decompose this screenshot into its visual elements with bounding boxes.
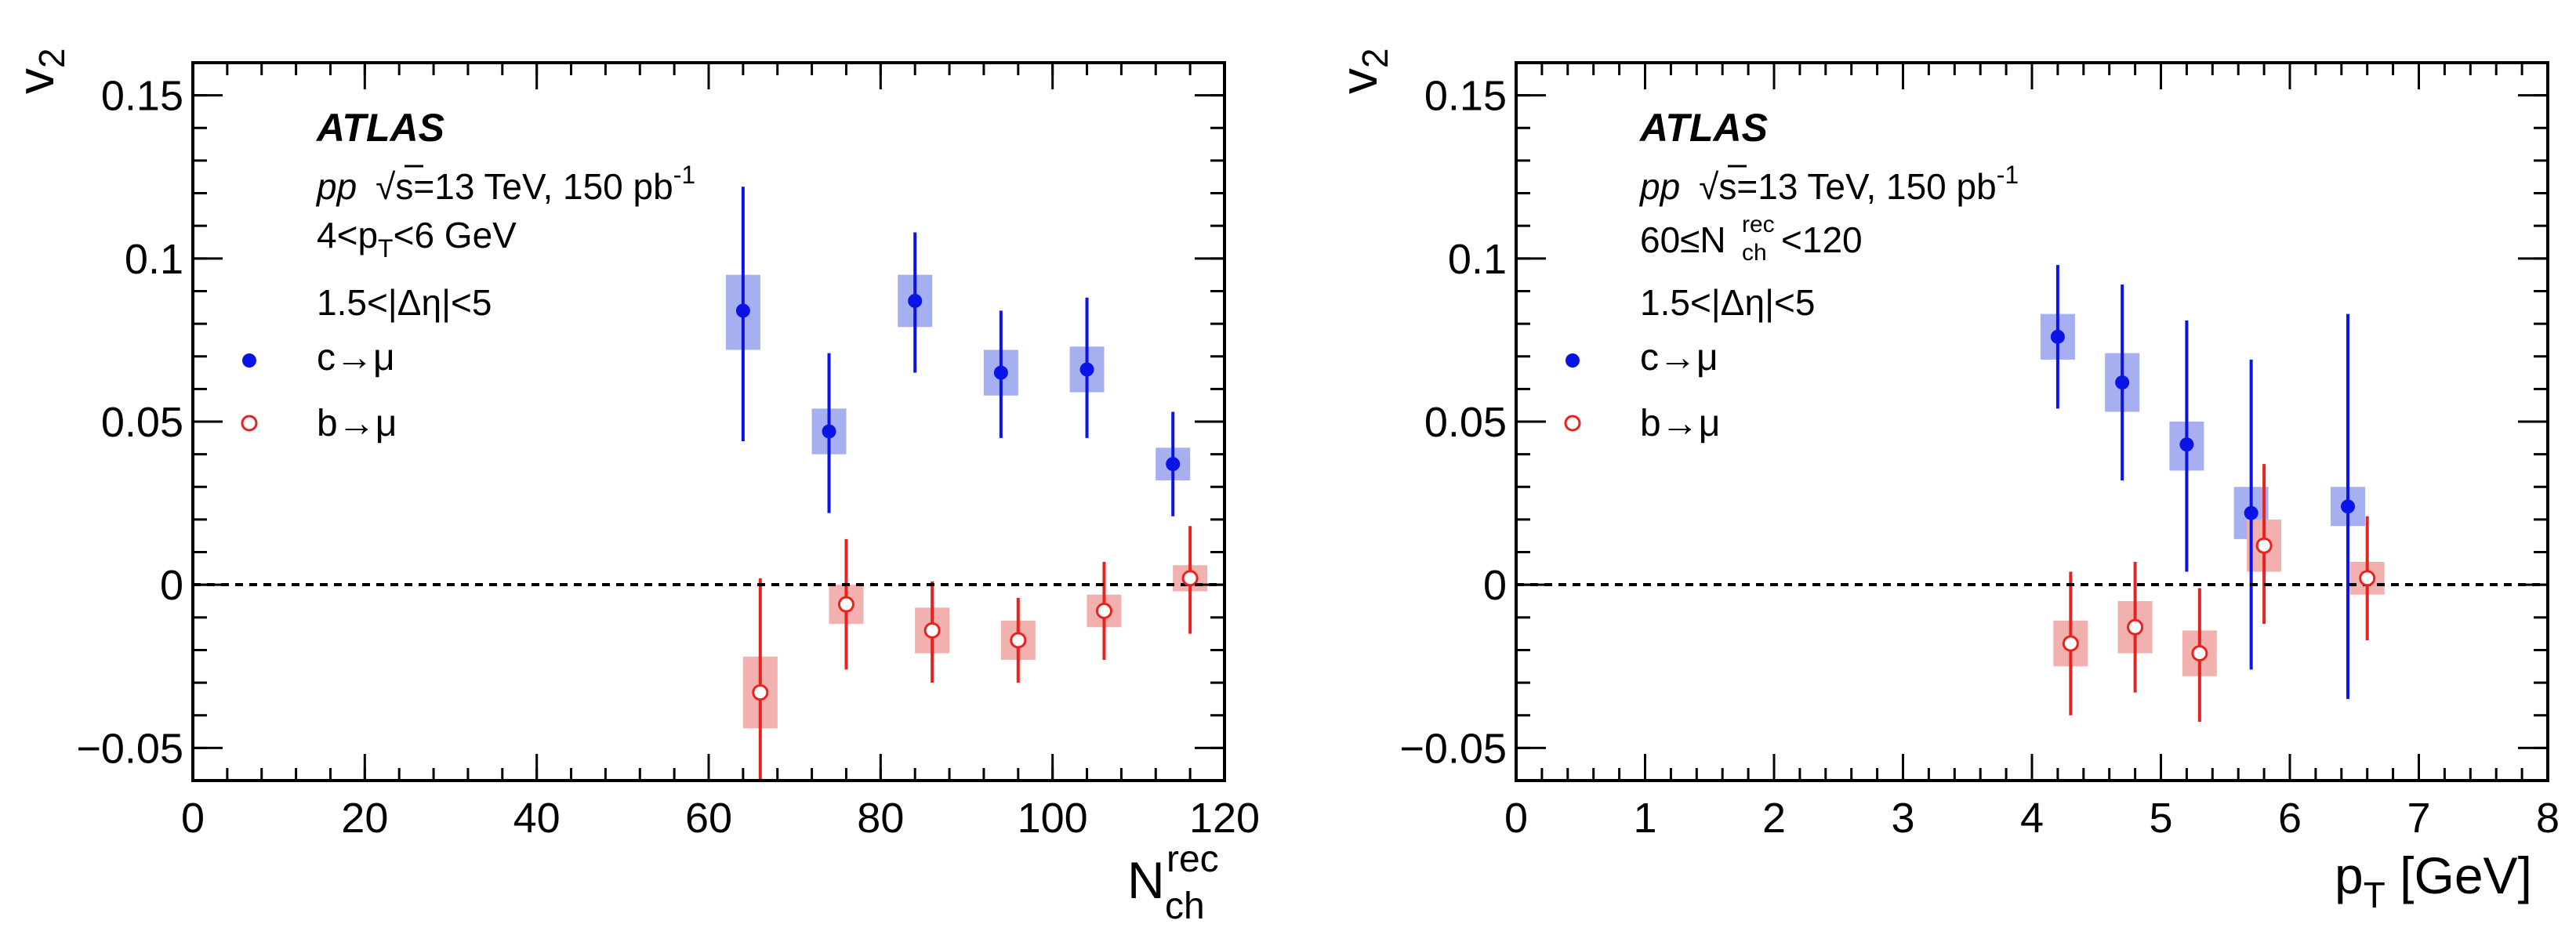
left-c-mu-data-point [908,293,923,308]
left-b-mu-data-point [1181,570,1199,587]
left-b-mu-data-point [752,684,769,701]
right-x-tick-label: 7 [2407,795,2430,842]
left-x-tick-label: 20 [341,795,388,842]
right-plot-panel: 0 1 2 3 4 5 6 7 8 −0.05 0 0.05 0.1 0.15 v2 pT [GeV] A… [1330,48,2560,915]
left-pt-cut-label: 4<pT<6 GeV [317,215,517,263]
left-plot-panel: 0 20 40 60 80 100 120 −0.05 0 0.05 0.1 0.15 v2 N re… [6,48,1260,927]
right-legend-c-marker [1566,353,1580,368]
left-x-axis-label-sup: rec [1166,839,1219,880]
right-b-mu-data-point [2062,635,2079,652]
left-c-mu-data-point [1166,457,1181,472]
left-markers [735,293,1199,701]
right-tick-labels: 0 1 2 3 4 5 6 7 8 −0.05 0 0.05 0.1 0.15 [1399,73,2560,842]
left-deta-cut-label: 1.5<|Δη|<5 [317,282,492,323]
right-energy-label: pp √s=13 TeV, 150 pb-1 [1638,161,2019,207]
right-y-axis-label: v2 [1330,48,1395,94]
right-x-tick-label: 2 [1762,795,1786,842]
right-legend-b-marker [1564,415,1581,432]
right-markers [2050,329,2376,662]
right-x-tick-label: 1 [1633,795,1656,842]
left-error-bars [741,187,1192,781]
right-x-tick-label: 6 [2278,795,2302,842]
right-syst-boxes [2040,313,2385,676]
right-x-tick-label: 3 [1891,795,1914,842]
left-legend-b-label: b→μ [317,403,397,444]
right-legend-c-label: c→μ [1640,337,1718,379]
right-legend-b-label: b→μ [1640,403,1720,444]
left-y-tick-label: 0.05 [101,399,183,446]
left-legend: c→μ b→μ [241,337,397,444]
left-x-tick-label: 40 [513,795,561,842]
left-y-tick-label: 0.1 [125,236,183,283]
right-b-mu-data-point [2359,570,2376,587]
left-x-tick-label: 100 [1018,795,1088,842]
right-b-mu-data-point [2255,537,2273,554]
right-legend: c→μ b→μ [1564,337,1720,444]
left-x-tick-label: 0 [181,795,205,842]
right-x-tick-label: 8 [2536,795,2560,842]
left-y-axis-label: v2 [6,48,72,94]
right-y-tick-label: 0 [1483,562,1507,609]
left-c-mu-data-point [822,424,836,439]
left-b-mu-data-point [1010,632,1027,649]
right-nch-cut-sup: rec [1742,212,1775,237]
right-x-axis-label: pT [GeV] [2335,846,2532,915]
left-b-mu-data-point [923,621,941,639]
left-legend-c-marker [242,353,256,368]
left-b-mu-data-point [837,596,854,613]
left-x-tick-label: 120 [1189,795,1260,842]
right-c-mu-data-point [2244,505,2259,520]
right-ticks [1515,61,2549,782]
right-b-mu-data-point [2191,645,2208,662]
left-ticks [191,61,1226,782]
left-c-mu-data-point [1079,362,1094,377]
right-c-mu-data-point [2179,437,2194,452]
left-c-mu-data-point [993,365,1008,380]
left-syst-boxes [725,274,1208,729]
left-legend-c-label: c→μ [317,337,395,379]
right-nch-cut-label: 60≤N [1640,219,1726,260]
right-x-tick-label: 4 [2020,795,2044,842]
left-b-mu-data-point [1095,602,1112,619]
left-atlas-label: ATLAS [315,106,444,150]
right-nch-cut-tail: <120 [1781,219,1863,260]
right-y-tick-label: 0.05 [1424,399,1507,446]
right-nch-cut-sub: ch [1742,240,1767,266]
right-y-tick-label: −0.05 [1399,725,1507,772]
right-c-mu-data-point [2341,499,2356,514]
right-deta-cut-label: 1.5<|Δη|<5 [1640,282,1815,323]
left-x-axis-label-sub: ch [1165,886,1205,927]
right-b-mu-data-point [2127,618,2144,636]
left-legend-b-marker [241,415,258,432]
right-atlas-label: ATLAS [1638,106,1768,150]
right-c-mu-data-point [2050,329,2065,344]
left-x-tick-label: 60 [685,795,732,842]
left-x-tick-label: 80 [857,795,904,842]
left-y-tick-label: 0.15 [101,73,183,120]
left-y-tick-label: −0.05 [76,725,183,772]
right-x-tick-label: 5 [2149,795,2172,842]
left-energy-label: pp √s=13 TeV, 150 pb-1 [315,161,695,207]
right-x-tick-label: 0 [1504,795,1528,842]
left-tick-labels: 0 20 40 60 80 100 120 −0.05 0 0.05 0.1 0.15 [76,73,1260,842]
left-y-tick-label: 0 [160,562,183,609]
right-y-tick-label: 0.1 [1448,236,1507,283]
left-c-mu-data-point [735,303,750,318]
right-c-mu-data-point [2115,375,2130,390]
left-x-axis-label: N [1127,851,1165,909]
right-y-tick-label: 0.15 [1424,73,1507,120]
